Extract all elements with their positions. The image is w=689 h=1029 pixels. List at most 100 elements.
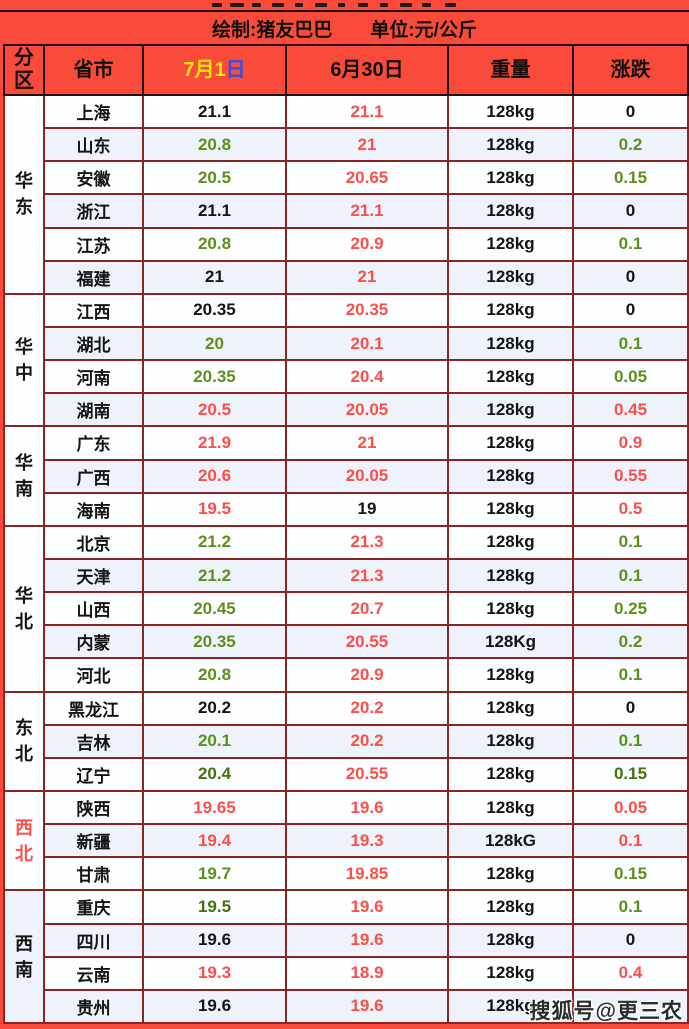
price-jun30-cell: 21 — [285, 259, 449, 295]
table-row: 华东 上海 21.1 21.1 128kg 0 — [3, 93, 689, 295]
change-cell: 0 — [572, 690, 689, 726]
region-cell: 东北 — [3, 690, 45, 792]
change-cell: 0 — [572, 93, 689, 130]
change-cell: 0 — [572, 193, 689, 229]
province-cell: 江西 — [43, 292, 144, 328]
price-jun30-cell: 19.6 — [285, 889, 449, 925]
weight-cell: 128kg — [447, 591, 574, 627]
price-jun30-cell: 20.05 — [285, 392, 449, 428]
province-cell: 新疆 — [43, 823, 144, 859]
table-row: 内蒙 20.35 20.55 128Kg 0.2 — [4, 624, 689, 660]
province-cell: 黑龙江 — [43, 690, 144, 726]
province-cell: 四川 — [43, 922, 144, 958]
change-cell: 0.9 — [572, 425, 689, 461]
weight-cell: 128kg — [447, 392, 574, 428]
weight-cell: 128kg — [447, 93, 574, 130]
price-jul1-cell: 21.2 — [142, 524, 287, 560]
province-cell: 浙江 — [43, 193, 144, 229]
header-region: 分区 — [3, 44, 45, 96]
table-row: 安徽 20.5 20.65 128kg 0.15 — [4, 160, 689, 196]
region-cell: 西南 — [3, 889, 45, 1024]
weight-cell: 128kg — [447, 856, 574, 892]
region-cell: 华东 — [3, 94, 45, 295]
province-cell: 江苏 — [43, 226, 144, 262]
weight-cell: 128kg — [447, 325, 574, 362]
change-cell: 0 — [572, 292, 689, 328]
province-cell: 山东 — [43, 127, 144, 163]
price-jun30-cell: 20.2 — [285, 690, 449, 726]
table-row: 福建 21 21 128kg 0 — [4, 259, 689, 295]
price-jul1-cell: 20.45 — [142, 591, 287, 627]
table-row: 华南 广东 21.9 21 128kg 0.9 — [3, 425, 689, 527]
price-jul1-cell: 19.65 — [142, 789, 287, 826]
price-jul1-cell: 20.35 — [142, 624, 287, 660]
table-row: 河南 20.35 20.4 128kg 0.05 — [4, 359, 689, 395]
table-row: 山西 20.45 20.7 128kg 0.25 — [4, 591, 689, 627]
price-jun30-cell: 19.6 — [285, 789, 449, 826]
table-row: 天津 21.2 21.3 128kg 0.1 — [4, 557, 689, 594]
province-cell: 山西 — [43, 591, 144, 627]
price-jun30-cell: 20.2 — [285, 723, 449, 759]
weight-cell: 128kg — [447, 193, 574, 229]
price-jul1-cell: 19.6 — [142, 988, 287, 1025]
table-row: 西南 重庆 19.5 19.6 128kg 0.1 — [3, 889, 689, 1024]
credit-row: 绘制:猪友巴巴 单位:元/公斤 — [0, 10, 689, 44]
price-jun30-cell: 20.55 — [285, 624, 449, 660]
change-cell: 0.2 — [572, 127, 689, 163]
province-cell: 甘肃 — [43, 856, 144, 892]
province-cell: 贵州 — [43, 988, 144, 1025]
unit-label: 单位:元/公斤 — [370, 19, 477, 41]
price-jul1-cell: 20.35 — [142, 292, 287, 328]
province-cell: 陕西 — [43, 789, 144, 826]
price-jul1-cell: 19.3 — [142, 955, 287, 991]
change-cell: 0.1 — [572, 325, 689, 362]
price-jul1-cell: 21.1 — [142, 193, 287, 229]
price-jun30-cell: 20.35 — [285, 292, 449, 328]
price-jun30-cell: 18.9 — [285, 955, 449, 991]
header-province: 省市 — [43, 44, 144, 96]
weight-cell: 128kg — [447, 756, 574, 792]
weight-cell: 128kg — [447, 425, 574, 461]
table-row: 西北 陕西 19.65 19.6 128kg 0.05 — [3, 789, 689, 892]
header-change: 涨跌 — [572, 44, 689, 96]
change-cell: 0.1 — [572, 657, 689, 693]
change-cell — [572, 988, 689, 1025]
province-cell: 重庆 — [43, 889, 144, 925]
price-jul1-cell: 20.8 — [142, 226, 287, 262]
table-row: 广西 20.6 20.05 128kg 0.55 — [4, 458, 689, 494]
table-row: 吉林 20.1 20.2 128kg 0.1 — [4, 723, 689, 759]
price-jun30-cell: 21 — [285, 127, 449, 163]
region-cell: 华南 — [3, 425, 45, 527]
province-cell: 天津 — [43, 557, 144, 594]
price-jun30-cell: 19 — [285, 491, 449, 527]
price-jul1-cell: 19.6 — [142, 922, 287, 958]
region-cell: 西北 — [3, 789, 45, 892]
price-jun30-cell: 21.3 — [285, 557, 449, 594]
province-cell: 吉林 — [43, 723, 144, 759]
price-jun30-cell: 19.3 — [285, 823, 449, 859]
province-cell: 内蒙 — [43, 624, 144, 660]
weight-cell: 128kg — [447, 359, 574, 395]
price-jul1-cell: 21.9 — [142, 425, 287, 461]
region-cell: 华北 — [3, 524, 45, 693]
weight-cell: 128kg — [447, 226, 574, 262]
price-jul1-cell: 21 — [142, 259, 287, 295]
weight-cell: 128kg — [447, 988, 574, 1025]
change-cell: 0.25 — [572, 591, 689, 627]
price-jun30-cell: 21.3 — [285, 524, 449, 560]
province-cell: 安徽 — [43, 160, 144, 196]
change-cell: 0.1 — [572, 823, 689, 859]
province-cell: 湖北 — [43, 325, 144, 362]
table-row: 新疆 19.4 19.3 128kG 0.1 — [4, 823, 689, 859]
price-jun30-cell: 21 — [285, 425, 449, 461]
change-cell: 0.05 — [572, 789, 689, 826]
price-jun30-cell: 20.05 — [285, 458, 449, 494]
price-jul1-cell: 20.5 — [142, 392, 287, 428]
weight-cell: 128kg — [447, 160, 574, 196]
price-jul1-cell: 21.2 — [142, 557, 287, 594]
change-cell: 0.15 — [572, 856, 689, 892]
credit-label: 绘制:猪友巴巴 — [212, 19, 333, 41]
table-row: 湖南 20.5 20.05 128kg 0.45 — [4, 392, 689, 428]
province-cell: 云南 — [43, 955, 144, 991]
